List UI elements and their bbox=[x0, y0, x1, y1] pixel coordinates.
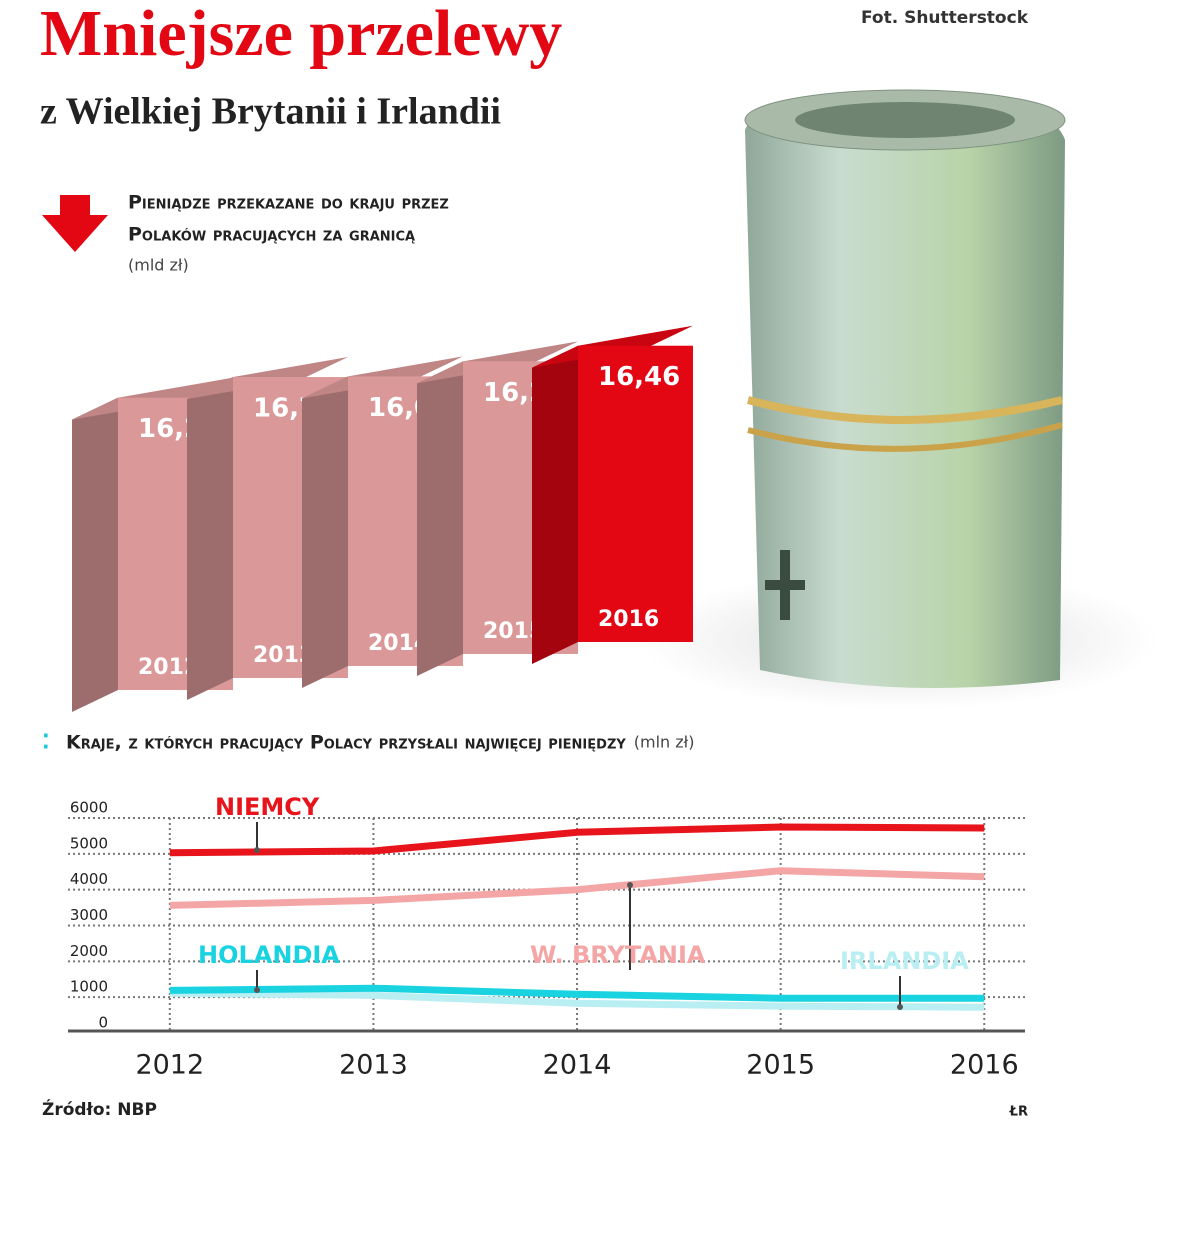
arrow-icon bbox=[42, 195, 108, 252]
x-tick-label: 2013 bbox=[339, 1050, 408, 1081]
line-series bbox=[169, 984, 985, 1002]
source: Źródło: NBP bbox=[42, 1098, 157, 1120]
y-tick-label: 3000 bbox=[70, 906, 108, 924]
value-label: 16,46 bbox=[598, 362, 680, 392]
leader-dot bbox=[254, 847, 260, 853]
series-label: HOLANDIA bbox=[198, 941, 340, 969]
y-tick-label: 0 bbox=[98, 1014, 108, 1032]
title: Mniejsze przelewy bbox=[40, 0, 562, 70]
series-label: IRLANDIA bbox=[840, 947, 969, 975]
x-tick-label: 2012 bbox=[135, 1050, 204, 1081]
leader-dot bbox=[254, 987, 260, 993]
bar-side bbox=[302, 376, 348, 688]
subtitle: z Wielkiej Brytanii i Irlandii bbox=[40, 91, 501, 133]
category-label: 2016 bbox=[598, 607, 659, 632]
x-tick-label: 2016 bbox=[950, 1050, 1019, 1081]
leader-dot bbox=[627, 882, 633, 888]
y-tick-label: 2000 bbox=[70, 942, 108, 960]
bullet-icon: ⁚ bbox=[42, 730, 50, 754]
banknote-roll bbox=[744, 89, 1066, 688]
y-tick-label: 5000 bbox=[70, 834, 108, 852]
line-series bbox=[169, 989, 985, 1011]
leader-dot bbox=[897, 1004, 903, 1010]
x-tick-label: 2015 bbox=[746, 1050, 815, 1081]
line-series bbox=[169, 823, 985, 857]
x-tick-label: 2014 bbox=[543, 1050, 612, 1081]
bar-side bbox=[187, 377, 233, 700]
line-series bbox=[169, 867, 985, 909]
bar-side bbox=[72, 397, 118, 712]
bar-chart-title: Pieniądze przekazane do kraju przez bbox=[128, 192, 449, 214]
bar-side bbox=[417, 361, 463, 676]
bar-chart-title: Polaków pracujących za granicą bbox=[128, 224, 415, 246]
author: ŁR bbox=[1009, 1105, 1028, 1120]
line-chart-unit: (mln zł) bbox=[634, 733, 695, 752]
bar-chart-unit: (mld zł) bbox=[128, 256, 189, 275]
series-label: W. BRYTANIA bbox=[530, 941, 706, 969]
line-chart-title: Kraje, z których pracujący Polacy przysł… bbox=[66, 732, 626, 754]
photo-credit: Fot. Shutterstock bbox=[861, 8, 1029, 28]
bar bbox=[578, 345, 693, 642]
y-tick-label: 4000 bbox=[70, 870, 108, 888]
y-tick-label: 1000 bbox=[70, 978, 108, 996]
series-label: NIEMCY bbox=[215, 793, 320, 821]
y-tick-label: 6000 bbox=[70, 799, 108, 817]
bar-side bbox=[532, 345, 578, 664]
